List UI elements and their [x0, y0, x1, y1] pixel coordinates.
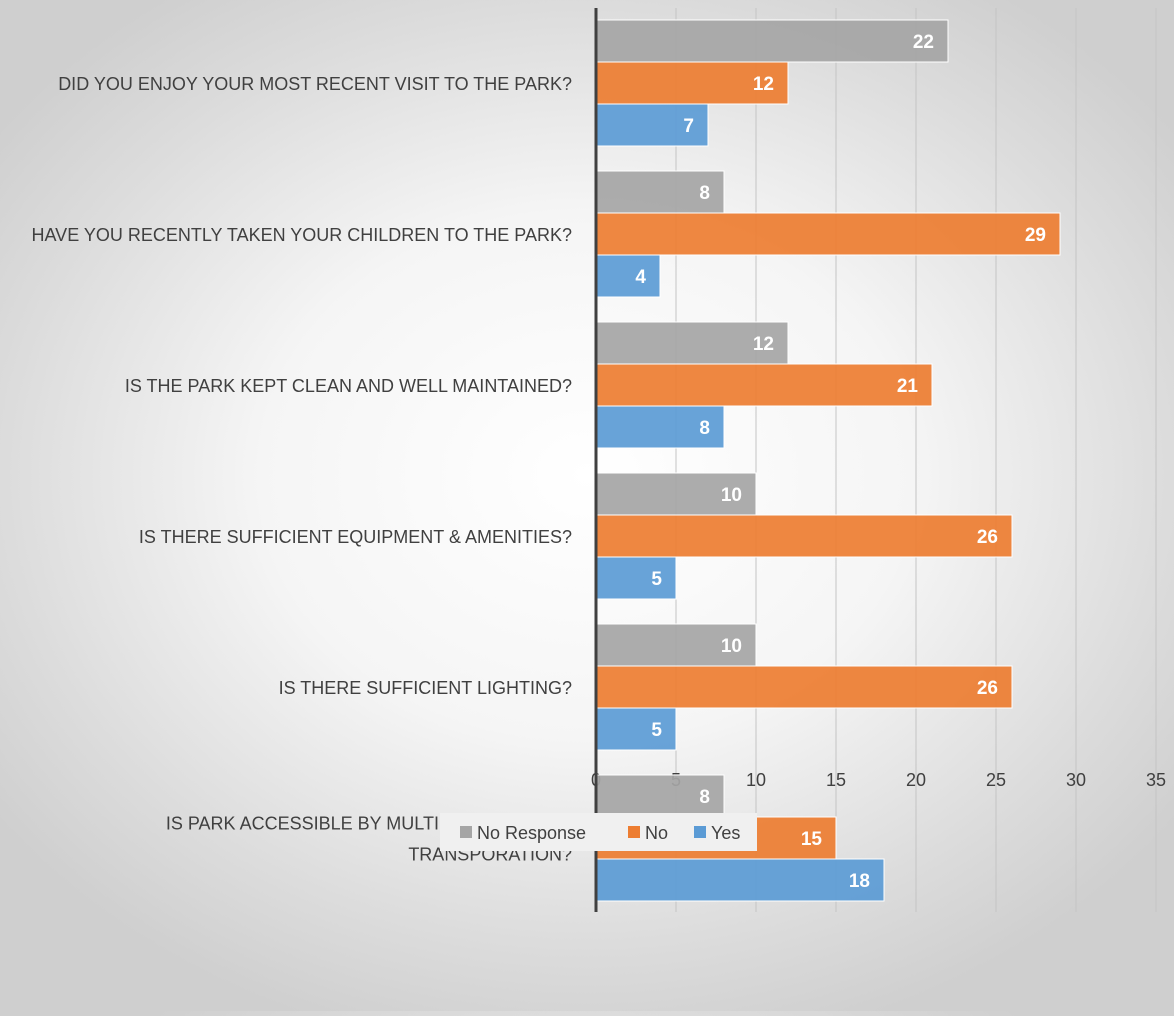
- bar-yes: [595, 707, 677, 751]
- data-label-yes: 5: [651, 569, 662, 590]
- x-tick-label: 15: [826, 770, 846, 790]
- x-tick-label: 25: [986, 770, 1006, 790]
- data-label-yes: 7: [683, 116, 694, 137]
- bar-no-response: [595, 623, 757, 667]
- data-label-no: 26: [977, 527, 998, 548]
- bar-no: [595, 61, 789, 105]
- data-label-yes: 18: [849, 871, 870, 892]
- bar-no: [595, 665, 1013, 709]
- x-tick-label: 20: [906, 770, 926, 790]
- category-label: DID YOU ENJOY YOUR MOST RECENT VISIT TO …: [58, 74, 572, 94]
- bar-no: [595, 363, 933, 407]
- x-axis-ticks: 05101520253035: [591, 770, 1166, 790]
- bar-no: [595, 514, 1013, 558]
- data-label-no: 29: [1025, 225, 1046, 246]
- data-label-no-response: 10: [721, 636, 742, 657]
- data-label-no: 21: [897, 376, 919, 397]
- bars: [595, 19, 1061, 902]
- bar-yes: [595, 405, 725, 449]
- data-label-yes: 4: [635, 267, 646, 288]
- legend-swatch-no-response: [460, 826, 472, 838]
- x-tick-label: 30: [1066, 770, 1086, 790]
- x-tick-label: 35: [1146, 770, 1166, 790]
- data-label-no: 15: [801, 829, 823, 850]
- category-labels: DID YOU ENJOY YOUR MOST RECENT VISIT TO …: [32, 74, 572, 865]
- data-label-no-response: 8: [699, 183, 710, 204]
- data-label-no: 26: [977, 678, 998, 699]
- bar-yes: [595, 254, 661, 298]
- bar-yes: [595, 858, 885, 902]
- bar-yes: [595, 556, 677, 600]
- data-label-yes: 5: [651, 720, 662, 741]
- data-label-no: 12: [753, 74, 774, 95]
- bar-yes: [595, 103, 709, 147]
- category-label: IS THERE SUFFICIENT LIGHTING?: [279, 678, 572, 698]
- data-label-no-response: 10: [721, 485, 742, 506]
- bar-no-response: [595, 774, 725, 818]
- data-labels: 22 12 7 8 29 4 12 21 8 10 26 5 10 26 5 8 15 18: [635, 32, 1046, 892]
- data-label-no-response: 12: [753, 334, 774, 355]
- legend-label-yes: Yes: [711, 823, 740, 843]
- gridlines: [675, 8, 1157, 912]
- bar-no-response: [595, 19, 949, 63]
- legend: No Response No Yes: [440, 813, 757, 851]
- x-tick-label: 10: [746, 770, 766, 790]
- legend-swatch-no: [628, 826, 640, 838]
- data-label-yes: 8: [699, 418, 710, 439]
- category-label: IS THE PARK KEPT CLEAN AND WELL MAINTAIN…: [125, 376, 572, 396]
- legend-label-no-response: No Response: [477, 823, 586, 843]
- data-label-no-response: 8: [699, 787, 710, 808]
- bar-no: [595, 212, 1061, 256]
- data-label-no-response: 22: [913, 32, 934, 53]
- legend-swatch-yes: [694, 826, 706, 838]
- bar-no-response: [595, 321, 789, 365]
- category-label: HAVE YOU RECENTLY TAKEN YOUR CHILDREN TO…: [32, 225, 572, 245]
- bar-no-response: [595, 170, 725, 214]
- category-label: IS THERE SUFFICIENT EQUIPMENT & AMENITIE…: [139, 527, 572, 547]
- legend-label-no: No: [645, 823, 668, 843]
